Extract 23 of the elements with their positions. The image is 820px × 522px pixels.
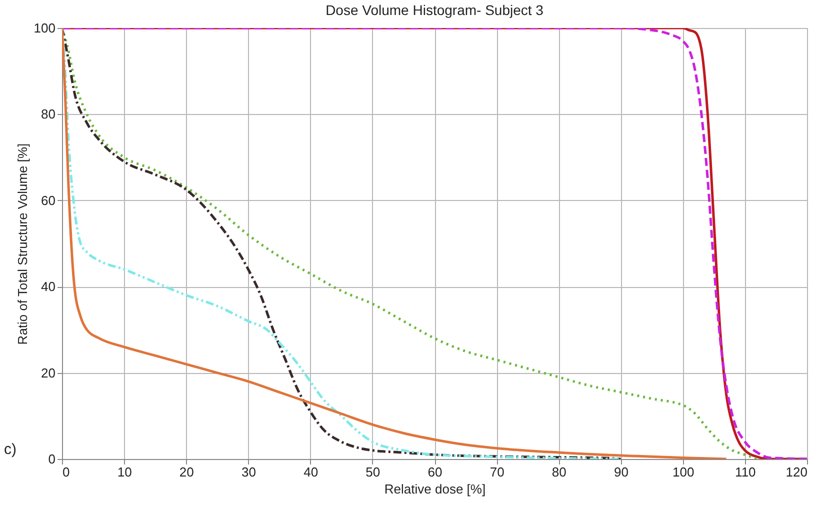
y-tick-label: 20 [41,365,56,380]
y-tick-label: 0 [48,452,56,466]
x-tick-label: 100 [672,464,694,480]
x-tick-label: 120 [786,464,808,480]
x-tick-label: 30 [242,464,256,480]
y-tick-label: 100 [34,20,56,36]
x-axis-title: Relative dose [%] [384,482,486,496]
x-tick-label: 110 [735,464,756,480]
x-tick-label: 80 [552,464,566,480]
x-tick-label: 70 [490,464,504,480]
x-tick-label: 10 [117,464,132,480]
x-tick-label: 40 [304,464,318,480]
x-tick-label: 90 [614,464,628,480]
y-axis-title: Ratio of Total Structure Volume [%] [14,143,30,345]
x-tick-label: 20 [179,464,194,480]
y-tick-label: 40 [41,279,56,294]
text: c) [4,441,16,458]
y-tick-label: 60 [41,192,56,208]
x-tick-label: 0 [62,464,70,480]
chart-title: Dose Volume Histogram- Subject 3 [326,2,544,18]
y-tick-label: 80 [41,106,56,122]
x-tick-label: 50 [366,464,380,480]
x-tick-label: 60 [428,464,442,480]
